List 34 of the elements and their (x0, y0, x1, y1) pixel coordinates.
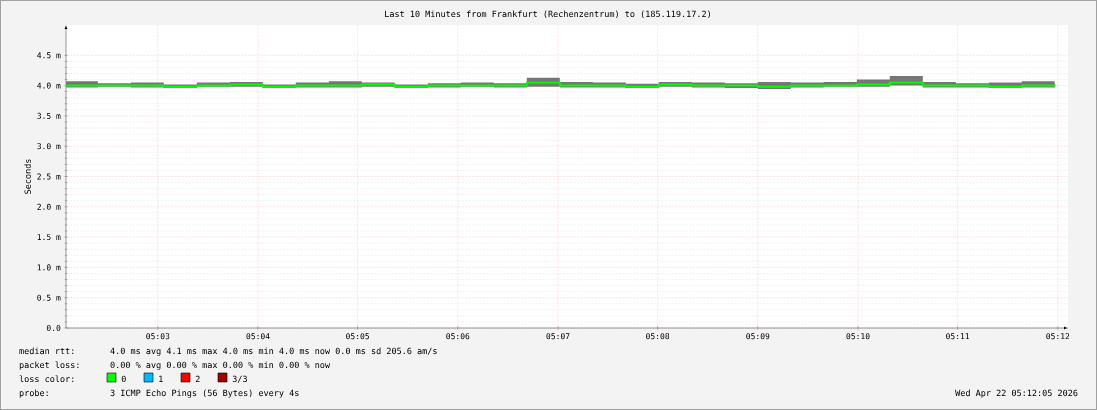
x-tick-label: 05:06 (446, 333, 470, 340)
text: 0.00 % avg 0.00 % max 0.00 % min 0.00 % now (110, 361, 331, 370)
y-axis-title: Seconds (24, 159, 31, 194)
y-tick-label: 3.0 m (37, 143, 61, 150)
x-tick-label: 05:07 (546, 333, 570, 340)
x-tick-label: 05:04 (246, 333, 270, 340)
y-tick-label: 0.0 (46, 324, 61, 332)
legend-label: 1 (159, 375, 163, 382)
y-tick-label: 4.0 m (37, 82, 61, 89)
x-tick-label: 05:12 (1046, 333, 1070, 340)
x-tick-label: 05:03 (146, 333, 170, 340)
x-tick-label: 05:09 (746, 333, 770, 340)
text: 4.0 ms avg 4.1 ms max 4.0 ms min 4.0 ms now 0.0 ms sd 205.6 am/s (110, 347, 437, 356)
text: 3 ICMP Echo Pings (56 Bytes) every 4s (110, 389, 299, 398)
y-tick-label: 2.5 m (37, 173, 61, 180)
y-tick-label: 1.5 m (37, 234, 61, 241)
y-tick-label: 0.5 m (37, 294, 61, 301)
text: Wed Apr 22 05:12:05 2026 (955, 389, 1078, 398)
x-tick-label: 05:05 (346, 333, 369, 340)
y-tick-label: 3.5 m (37, 112, 61, 119)
legend-title: loss color: (19, 375, 74, 383)
y-tick-label: 1.0 m (37, 264, 61, 271)
text: probe: (19, 389, 48, 398)
y-tick-label: 4.5 m (37, 52, 61, 59)
y-tick-label: 2.0 m (37, 203, 61, 210)
legend-label: 0 (121, 375, 126, 383)
x-tick-label: 05:10 (846, 333, 870, 340)
text: median rtt: (19, 347, 74, 355)
chart-title: Last 10 Minutes from Frankfurt (Rechenzentrum) to (185.119.17.2) (385, 10, 710, 19)
legend-label: 3/3 (232, 375, 247, 383)
x-tick-label: 05:08 (646, 333, 670, 340)
x-tick-label: 05:11 (946, 333, 970, 340)
text: packet loss: (19, 361, 79, 370)
legend-label: 2 (195, 375, 200, 382)
